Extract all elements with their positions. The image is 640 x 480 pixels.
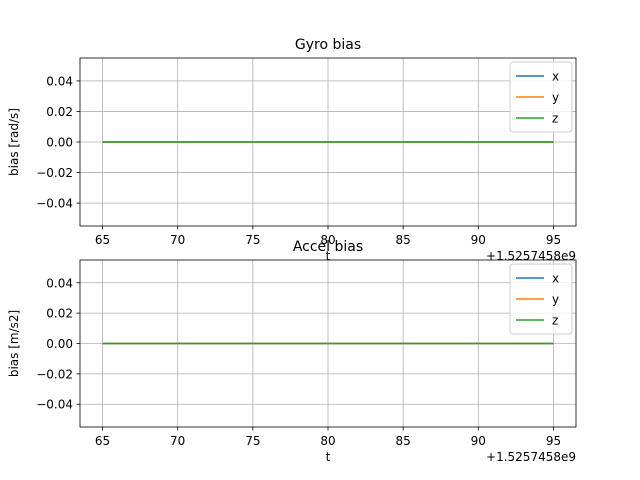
- y-tick-label: 0.02: [46, 307, 73, 321]
- legend-label-y: y: [552, 293, 559, 307]
- legend: xyz: [509, 61, 573, 133]
- subplot-title: Gyro bias: [295, 37, 361, 53]
- legend-label-x: x: [552, 272, 559, 286]
- x-tick-label: 90: [471, 434, 486, 448]
- y-tick-label: 0.04: [46, 74, 73, 88]
- legend: xyz: [509, 263, 573, 335]
- x-tick-label: 90: [471, 233, 486, 247]
- subplot-title: Accel bias: [293, 239, 363, 255]
- x-tick-label: 95: [546, 233, 561, 247]
- y-tick-label: −0.02: [36, 166, 73, 180]
- y-axis-label: bias [m/s2]: [7, 310, 21, 377]
- x-tick-label: 95: [546, 434, 561, 448]
- y-axis-label: bias [rad/s]: [7, 108, 21, 176]
- x-offset-label: +1.5257458e9: [486, 249, 576, 263]
- legend-label-x: x: [552, 70, 559, 84]
- x-tick-label: 70: [170, 434, 185, 448]
- y-tick-label: −0.04: [36, 197, 73, 211]
- x-tick-label: 80: [320, 233, 335, 247]
- subplot-1: 65 70 75 80 85 90 95 −0.04 −0.02 0.00 0.02 0.04 Gyro…: [7, 37, 577, 263]
- y-tick-label: 0.04: [46, 276, 73, 290]
- x-tick-label: 80: [320, 434, 335, 448]
- x-tick-label: 70: [170, 233, 185, 247]
- legend-label-y: y: [552, 91, 559, 105]
- x-tick-label: 85: [396, 434, 411, 448]
- x-axis-label: t: [326, 249, 331, 263]
- legend-label-z: z: [552, 314, 558, 328]
- x-offset-label: +1.5257458e9: [486, 450, 576, 464]
- y-tick-label: 0.02: [46, 105, 73, 119]
- y-tick-label: 0.00: [46, 337, 73, 351]
- x-tick-label: 65: [95, 434, 110, 448]
- legend-label-z: z: [552, 112, 558, 126]
- y-tick-label: 0.00: [46, 136, 73, 150]
- subplot-2: 65 70 75 80 85 90 95 −0.04 −0.02 0.00 0.02 0.04 Acce…: [7, 239, 577, 464]
- x-tick-label: 85: [396, 233, 411, 247]
- x-tick-label: 65: [95, 233, 110, 247]
- x-tick-label: 75: [245, 233, 260, 247]
- y-tick-label: −0.02: [36, 367, 73, 381]
- x-axis-label: t: [326, 450, 331, 464]
- x-tick-label: 75: [245, 434, 260, 448]
- y-tick-label: −0.04: [36, 398, 73, 412]
